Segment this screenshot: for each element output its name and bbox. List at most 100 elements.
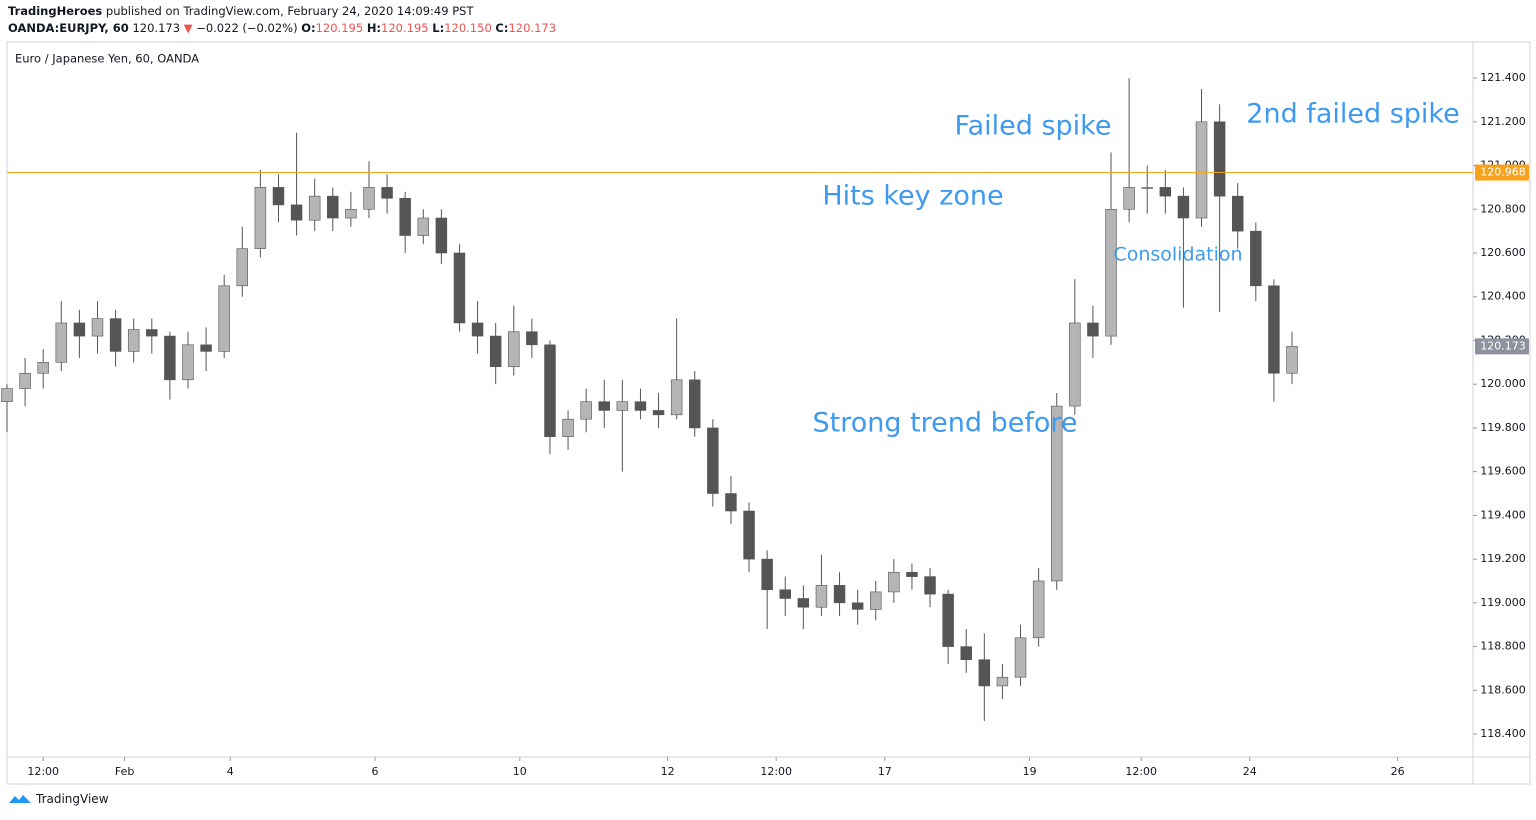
x-tick-label: Feb: [115, 765, 134, 778]
candle-body: [417, 217, 430, 236]
y-tick-label: 119.200: [1480, 552, 1526, 565]
symbol-line: OANDA:EURJPY, 60 120.173 ▼ −0.022 (−0.02…: [8, 20, 556, 37]
publish-line: TradingHeroes published on TradingView.c…: [8, 3, 556, 20]
candle-body: [435, 217, 448, 254]
x-tick-label: 4: [227, 765, 234, 778]
h-label: H:: [366, 21, 382, 35]
candle-body: [109, 318, 122, 352]
x-tick-label: 24: [1243, 765, 1257, 778]
candle-body: [1050, 405, 1063, 582]
candle-body: [37, 362, 49, 374]
y-tick-label: 119.400: [1480, 508, 1526, 521]
x-tick-label: 17: [878, 765, 892, 778]
y-tick-label: 118.400: [1480, 727, 1526, 740]
candle-body: [19, 372, 31, 389]
y-tick-label: 118.600: [1480, 683, 1526, 696]
candle-body: [290, 204, 303, 221]
candle-body: [942, 593, 954, 647]
candle-body: [725, 493, 737, 512]
change: −0.022 (−0.02%): [196, 21, 298, 35]
header: TradingHeroes published on TradingView.c…: [8, 3, 556, 37]
candle-body: [127, 329, 140, 352]
y-tick-label: 120.600: [1480, 246, 1526, 259]
candle-body: [833, 585, 846, 604]
c-label: C:: [495, 21, 509, 35]
candle-body: [308, 195, 321, 221]
candle-body: [1268, 285, 1280, 374]
candle-body: [924, 576, 936, 595]
y-tick-label: 119.800: [1480, 421, 1526, 434]
candle-body: [1069, 322, 1081, 407]
candle-body: [399, 198, 411, 236]
candle-body: [797, 598, 810, 608]
candle-body: [598, 401, 610, 411]
y-tick-label: 121.200: [1480, 115, 1526, 128]
y-tick-label: 118.800: [1480, 640, 1526, 653]
o-value: 120.195: [315, 21, 364, 35]
y-tick-label: 120.400: [1480, 290, 1526, 303]
candle-body: [1141, 187, 1153, 189]
key-level-box: [1475, 164, 1529, 181]
candle-body: [526, 331, 538, 346]
candle-body: [544, 344, 556, 437]
candle-body: [689, 379, 701, 429]
annotation: Hits key zone: [822, 181, 1003, 212]
candle-body: [1213, 121, 1226, 197]
candle-body: [471, 322, 484, 337]
symbol: OANDA:EURJPY, 60: [8, 21, 129, 35]
tv-logo: [9, 795, 31, 803]
c-value: 120.173: [508, 21, 557, 35]
down-arrow: ▼: [183, 21, 193, 35]
candle-body: [1123, 187, 1135, 210]
candle-body: [960, 646, 972, 660]
candle-body: [1032, 580, 1045, 639]
candle-body: [146, 329, 158, 337]
candle-body: [888, 571, 900, 593]
candle-body: [851, 602, 864, 610]
h-value: 120.195: [381, 21, 429, 35]
x-tick-label: 12:00: [1125, 765, 1157, 778]
candle-body: [1231, 195, 1244, 232]
candle-body: [978, 659, 991, 687]
candle-body: [73, 322, 86, 337]
candle-body: [1105, 208, 1117, 337]
candle-body: [670, 379, 683, 416]
candle-body: [870, 591, 882, 610]
last-price-box: [1475, 338, 1529, 355]
footer: TradingView: [8, 792, 109, 806]
last-price-label: 120.173: [1480, 339, 1526, 352]
candle-body: [363, 187, 375, 210]
candle-body: [1286, 346, 1298, 374]
x-tick-label: 12: [661, 765, 675, 778]
y-tick-label: 119.600: [1480, 465, 1526, 478]
x-tick-label: 19: [1023, 765, 1037, 778]
candle-body: [616, 401, 629, 411]
published: published on TradingView.com, February 2…: [105, 4, 474, 18]
candle-body: [381, 187, 393, 199]
candle-body: [906, 571, 918, 577]
candle-body: [218, 285, 230, 352]
candle-body: [453, 252, 466, 324]
y-tick-label: 121.400: [1480, 71, 1526, 84]
candle-body: [761, 558, 773, 591]
x-tick-label: 12:00: [760, 765, 792, 778]
candle-body: [345, 208, 357, 219]
candle-body: [1159, 187, 1172, 197]
candle-body: [55, 322, 68, 363]
publisher: TradingHeroes: [8, 4, 103, 18]
x-tick-label: 10: [513, 765, 527, 778]
candle-body: [652, 410, 665, 416]
annotation: Strong trend before: [812, 408, 1077, 439]
candle-body: [1177, 195, 1190, 219]
y-tick-label: 120.000: [1480, 377, 1526, 390]
candle-body: [1250, 230, 1262, 287]
candle-body: [707, 427, 719, 494]
candle-body: [164, 335, 176, 381]
y-tick-label: 119.000: [1480, 596, 1526, 609]
candle-body: [254, 187, 267, 249]
y-tick-label: 120.800: [1480, 202, 1526, 215]
candle-body: [236, 248, 249, 287]
candle-body: [489, 335, 502, 368]
frame: [6, 41, 1531, 785]
